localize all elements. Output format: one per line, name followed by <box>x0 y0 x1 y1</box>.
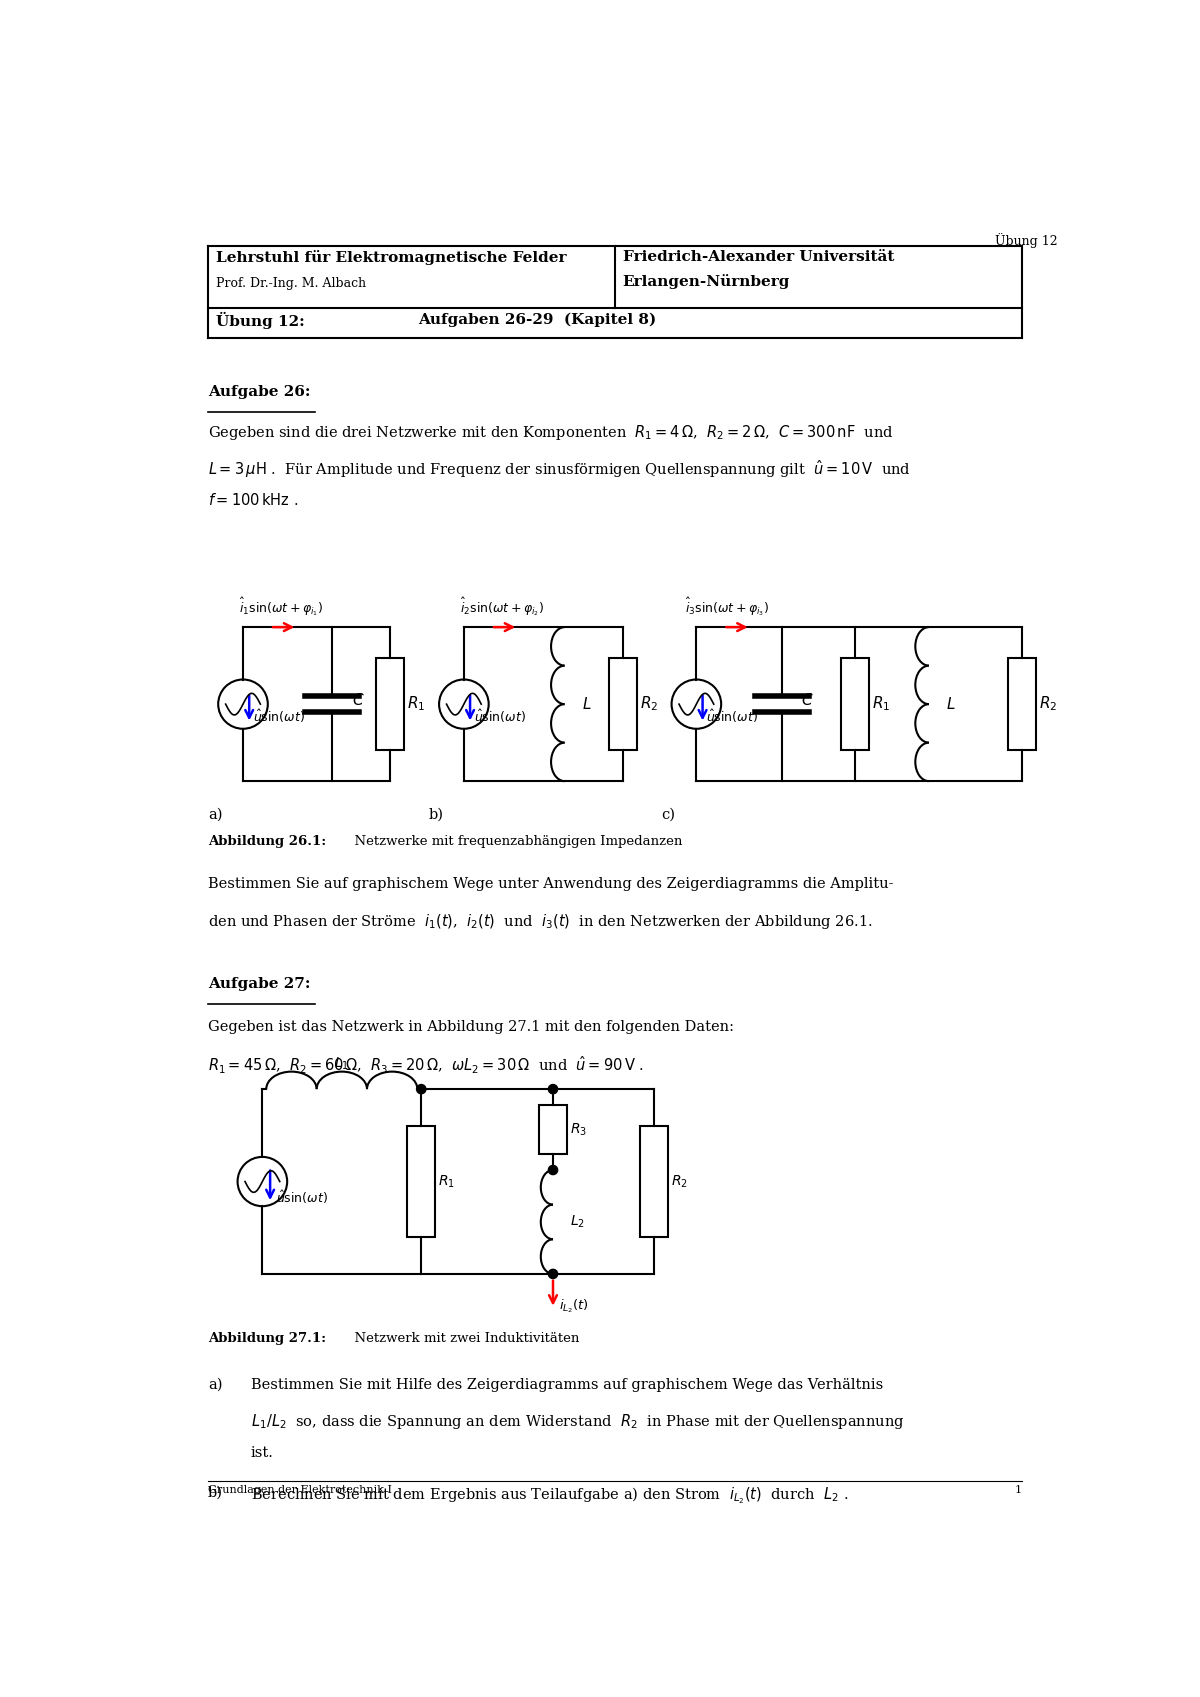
Text: a): a) <box>208 1378 223 1392</box>
Text: Friedrich-Alexander Universität: Friedrich-Alexander Universität <box>623 249 894 263</box>
Text: $f = 100\,\mathrm{kHz}$ .: $f = 100\,\mathrm{kHz}$ . <box>208 492 299 509</box>
Text: $L_1$: $L_1$ <box>335 1056 349 1073</box>
Text: $\hat{i}_3\sin(\omega t + \varphi_{i_3})$: $\hat{i}_3\sin(\omega t + \varphi_{i_3})… <box>685 596 769 618</box>
Text: Aufgabe 27:: Aufgabe 27: <box>208 977 311 991</box>
Text: $R_1$: $R_1$ <box>872 694 890 713</box>
Text: $\hat{i}_1\sin(\omega t + \varphi_{i_1})$: $\hat{i}_1\sin(\omega t + \varphi_{i_1})… <box>239 596 323 618</box>
Text: Aufgabe 26:: Aufgabe 26: <box>208 385 311 399</box>
Text: Abbildung 27.1:: Abbildung 27.1: <box>208 1332 326 1344</box>
Text: Übung 12: Übung 12 <box>995 232 1057 248</box>
Text: $C$: $C$ <box>802 692 814 708</box>
Text: $C$: $C$ <box>352 692 364 708</box>
Bar <box>539 1105 566 1154</box>
Bar <box>608 658 637 750</box>
Circle shape <box>548 1269 558 1278</box>
Text: ist.: ist. <box>251 1446 274 1459</box>
Text: $L_1/L_2$  so, dass die Spannung an dem Widerstand  $R_2$  in Phase mit der Quel: $L_1/L_2$ so, dass die Spannung an dem W… <box>251 1412 905 1431</box>
Circle shape <box>548 1084 558 1095</box>
Text: Netzwerk mit zwei Induktivitäten: Netzwerk mit zwei Induktivitäten <box>346 1332 580 1344</box>
Text: $R_3$: $R_3$ <box>570 1122 587 1137</box>
Text: $R_1 = 45\,\Omega$,  $R_2 = 60\,\Omega$,  $R_3 = 20\,\Omega$,  $\omega L_2 = 30\: $R_1 = 45\,\Omega$, $R_2 = 60\,\Omega$, … <box>208 1054 644 1076</box>
Text: $R_2$: $R_2$ <box>640 694 658 713</box>
Circle shape <box>548 1166 558 1174</box>
Text: $\hat{i}_2\sin(\omega t + \varphi_{i_2})$: $\hat{i}_2\sin(\omega t + \varphi_{i_2})… <box>460 596 544 618</box>
Text: $\hat{u}\sin(\omega t)$: $\hat{u}\sin(\omega t)$ <box>707 708 758 725</box>
Bar <box>1008 658 1036 750</box>
Bar <box>377 658 404 750</box>
Text: Erlangen-Nürnberg: Erlangen-Nürnberg <box>623 275 790 290</box>
Text: 1: 1 <box>1015 1485 1022 1495</box>
Text: den und Phasen der Ströme  $i_1(t)$,  $i_2(t)$  und  $i_3(t)$  in den Netzwerken: den und Phasen der Ströme $i_1(t)$, $i_2… <box>208 911 872 932</box>
Text: $L$: $L$ <box>946 696 955 713</box>
Text: Bestimmen Sie mit Hilfe des Zeigerdiagramms auf graphischem Wege das Verhältnis: Bestimmen Sie mit Hilfe des Zeigerdiagra… <box>251 1378 883 1392</box>
Bar <box>640 1127 667 1237</box>
Bar <box>841 658 869 750</box>
Circle shape <box>416 1084 426 1095</box>
Text: $\hat{u}\sin(\omega t)$: $\hat{u}\sin(\omega t)$ <box>253 708 305 725</box>
Text: Gegeben ist das Netzwerk in Abbildung 27.1 mit den folgenden Daten:: Gegeben ist das Netzwerk in Abbildung 27… <box>208 1020 734 1033</box>
Text: b): b) <box>208 1485 223 1500</box>
Text: Lehrstuhl für Elektromagnetische Felder: Lehrstuhl für Elektromagnetische Felder <box>216 249 566 265</box>
Text: Berechnen Sie mit dem Ergebnis aus Teilaufgabe a) den Strom  $i_{L_2}(t)$  durch: Berechnen Sie mit dem Ergebnis aus Teila… <box>251 1485 848 1507</box>
Text: $L$: $L$ <box>582 696 592 713</box>
Text: Aufgaben 26-29  (Kapitel 8): Aufgaben 26-29 (Kapitel 8) <box>419 312 656 326</box>
Text: Abbildung 26.1:: Abbildung 26.1: <box>208 835 326 848</box>
Text: $\hat{u}\sin(\omega t)$: $\hat{u}\sin(\omega t)$ <box>474 708 526 725</box>
Bar <box>407 1127 436 1237</box>
Text: Prof. Dr.-Ing. M. Albach: Prof. Dr.-Ing. M. Albach <box>216 277 366 290</box>
Text: $L_2$: $L_2$ <box>570 1213 584 1230</box>
Text: b): b) <box>430 808 444 821</box>
Text: Gegeben sind die drei Netzwerke mit den Komponenten  $R_1 = 4\,\Omega$,  $R_2 = : Gegeben sind die drei Netzwerke mit den … <box>208 423 894 443</box>
Text: a): a) <box>208 808 223 821</box>
Text: c): c) <box>661 808 676 821</box>
Text: $i_{L_2}(t)$: $i_{L_2}(t)$ <box>559 1297 589 1315</box>
Text: $\hat{u}\sin(\omega t)$: $\hat{u}\sin(\omega t)$ <box>276 1190 328 1207</box>
Text: Netzwerke mit frequenzabhängigen Impedanzen: Netzwerke mit frequenzabhängigen Impedan… <box>346 835 683 848</box>
Text: $R_2$: $R_2$ <box>1039 694 1057 713</box>
Text: Bestimmen Sie auf graphischem Wege unter Anwendung des Zeigerdiagramms die Ampli: Bestimmen Sie auf graphischem Wege unter… <box>208 877 894 891</box>
Text: $L = 3\,\mu\mathrm{H}$ .  Für Amplitude und Frequenz der sinusförmigen Quellensp: $L = 3\,\mu\mathrm{H}$ . Für Amplitude u… <box>208 458 911 480</box>
Text: $R_1$: $R_1$ <box>438 1173 455 1190</box>
Text: Übung 12:: Übung 12: <box>216 312 305 329</box>
Text: $R_2$: $R_2$ <box>671 1173 688 1190</box>
Text: Grundlagen der Elektrotechnik I: Grundlagen der Elektrotechnik I <box>208 1485 392 1495</box>
Text: $R_1$: $R_1$ <box>407 694 426 713</box>
